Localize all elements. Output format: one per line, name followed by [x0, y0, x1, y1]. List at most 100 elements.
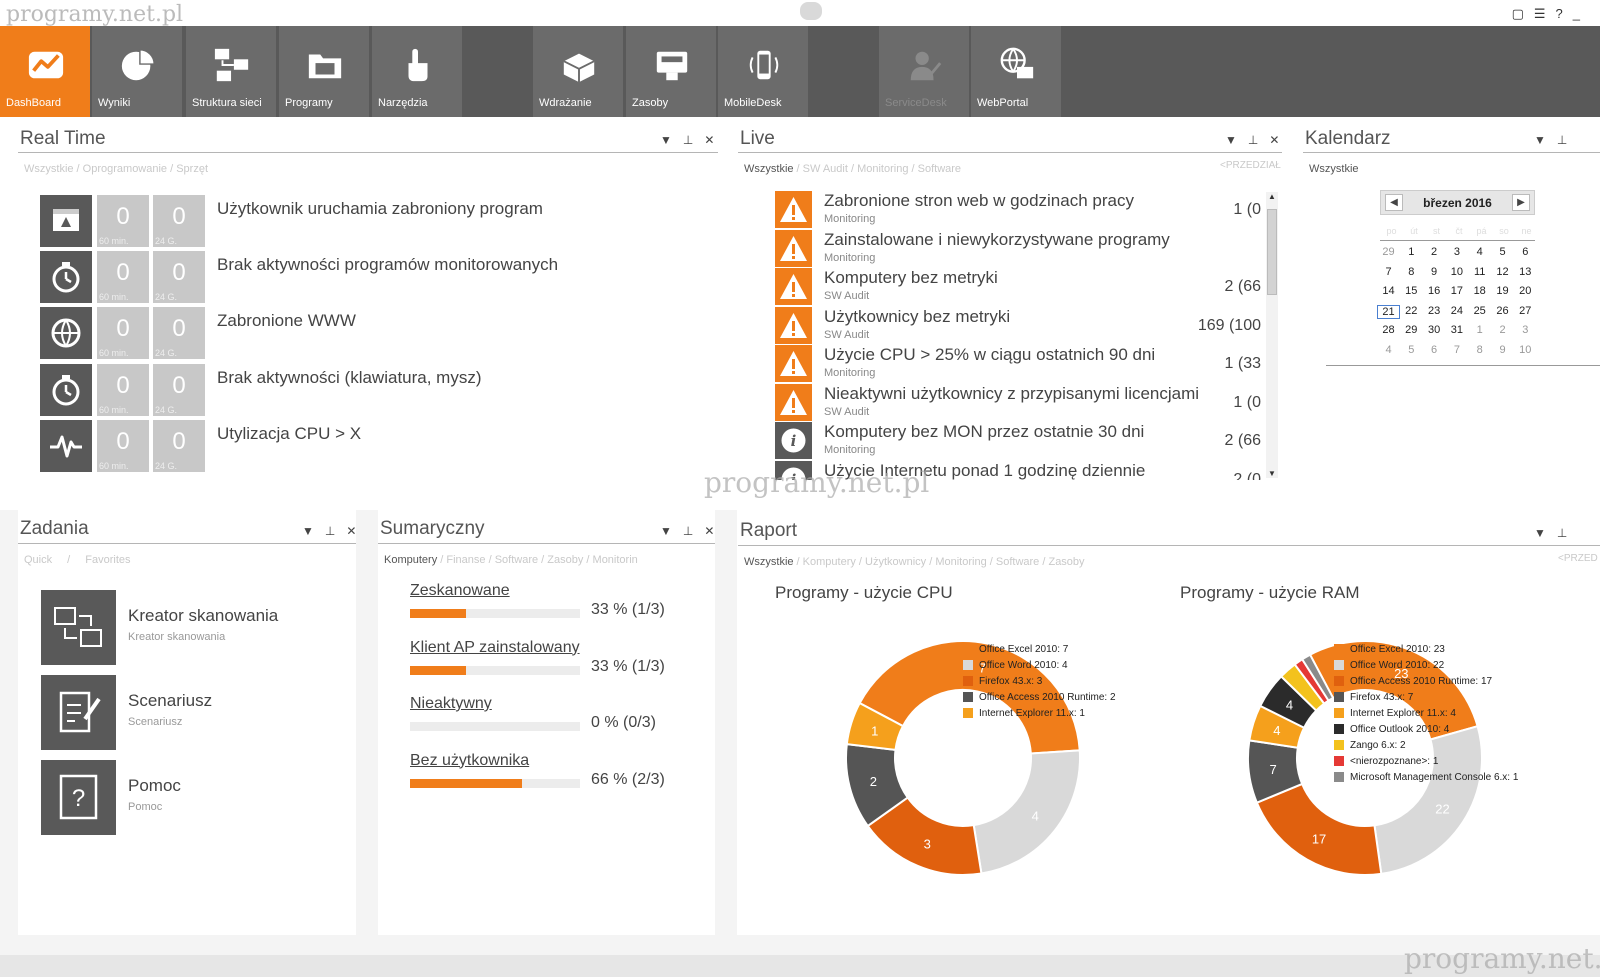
- raport-range-link[interactable]: <PRZED: [1558, 553, 1598, 564]
- task-item-help[interactable]: ? Pomoc Pomoc: [41, 760, 341, 835]
- crumb-all[interactable]: Wszystkie: [744, 556, 794, 568]
- calendar-day[interactable]: 5: [1408, 343, 1415, 356]
- calendar-day[interactable]: 6: [1431, 343, 1438, 356]
- summary-link[interactable]: Zeskanowane: [410, 582, 510, 599]
- calendar-day[interactable]: 7: [1385, 265, 1392, 278]
- calendar-day[interactable]: 29: [1382, 246, 1395, 258]
- calendar-day[interactable]: 12: [1496, 265, 1509, 278]
- crumb-finance[interactable]: Finanse: [446, 554, 486, 566]
- live-alert-row[interactable]: i Komputery bez MON przez ostatnie 30 dni…: [775, 422, 1264, 461]
- donut-slice[interactable]: [1308, 640, 1479, 741]
- toolbar-button-wdrazanie[interactable]: Wdrażanie: [533, 26, 623, 117]
- minimize-icon[interactable]: _: [1572, 6, 1580, 21]
- crumb-monitoring[interactable]: Monitoring: [935, 556, 987, 568]
- crumb-software[interactable]: Software: [995, 556, 1040, 568]
- calendar-day[interactable]: 27: [1519, 304, 1532, 317]
- calendar-day[interactable]: 8: [1408, 265, 1415, 278]
- calendar-day[interactable]: 20: [1519, 285, 1532, 297]
- calendar-day[interactable]: 19: [1496, 285, 1509, 297]
- crumb-sw-audit[interactable]: SW Audit: [802, 163, 848, 175]
- donut-slice[interactable]: [845, 701, 905, 752]
- calendar-day[interactable]: 13: [1519, 265, 1532, 278]
- crumb-all[interactable]: Wszystkie: [1309, 163, 1359, 175]
- realtime-row[interactable]: 0 60 min. 0 24 G. Użytkownik uruchamia zab…: [40, 195, 660, 247]
- calendar-today[interactable]: 21: [1377, 304, 1400, 319]
- crumb-monitoring[interactable]: Monitoring: [857, 163, 909, 175]
- chat-bubble-icon[interactable]: [800, 2, 822, 20]
- live-alert-row[interactable]: Użytkownicy bez metryki SW Audit 169 (100 …: [775, 306, 1264, 346]
- calendar-day[interactable]: 2: [1431, 246, 1438, 258]
- crumb-software[interactable]: Software: [494, 554, 539, 566]
- live-alert-row[interactable]: Komputery bez metryki SW Audit 2 (66 %): [775, 268, 1264, 307]
- calendar-day[interactable]: 2: [1499, 324, 1506, 336]
- toolbar-button-zasoby[interactable]: Zasoby: [626, 26, 716, 117]
- calendar-day[interactable]: 4: [1385, 343, 1392, 356]
- crumb-users[interactable]: Użytkownicy: [865, 556, 927, 568]
- toolbar-button-narzedzia[interactable]: Narzędzia: [372, 26, 462, 117]
- calendar-day[interactable]: 30: [1427, 324, 1441, 336]
- dropdown-arrow-icon[interactable]: ▼: [302, 524, 314, 538]
- calendar-day[interactable]: 1: [1476, 324, 1483, 336]
- calendar-day[interactable]: 11: [1473, 265, 1486, 278]
- calendar-day[interactable]: 10: [1450, 265, 1464, 278]
- prev-month-icon[interactable]: ◀: [1385, 194, 1403, 211]
- task-item-scan-wizard[interactable]: Kreator skanowania Kreator skanowania: [41, 590, 341, 665]
- calendar-day[interactable]: 7: [1453, 343, 1460, 356]
- donut-slice[interactable]: [1300, 653, 1335, 702]
- close-icon[interactable]: ✕: [704, 133, 715, 147]
- donut-slice[interactable]: [972, 749, 1081, 875]
- scroll-down-icon[interactable]: ▼: [1268, 469, 1276, 478]
- dropdown-arrow-icon[interactable]: ▼: [1225, 133, 1237, 147]
- pin-icon[interactable]: ⊥: [1247, 133, 1259, 147]
- toolbar-button-webportal[interactable]: WebPortal: [971, 26, 1061, 117]
- calendar-day[interactable]: 17: [1450, 285, 1464, 297]
- pin-icon[interactable]: ⊥: [682, 133, 694, 147]
- calendar-day[interactable]: 14: [1382, 285, 1395, 297]
- calendar-day[interactable]: 18: [1473, 285, 1486, 297]
- crumb-software[interactable]: Oprogramowanie: [82, 163, 168, 175]
- calendar-day[interactable]: 9: [1499, 343, 1506, 356]
- dropdown-arrow-icon[interactable]: ▼: [660, 524, 672, 538]
- crumb-all[interactable]: Wszystkie: [24, 163, 74, 175]
- live-alert-row[interactable]: Zabronione stron web w godzinach pracy Mo…: [775, 191, 1264, 230]
- live-alert-row[interactable]: i Użycie Internetu ponad 1 godzinę dzienn…: [775, 460, 1264, 480]
- calendar-day[interactable]: 9: [1431, 265, 1438, 278]
- crumb-favorites[interactable]: Favorites: [85, 554, 131, 566]
- calendar-day[interactable]: 24: [1450, 304, 1464, 317]
- live-alert-row[interactable]: Użycie CPU > 25% w ciągu ostatnich 90 dn…: [775, 345, 1264, 384]
- calendar-day[interactable]: 8: [1476, 343, 1483, 356]
- toolbar-button-programy[interactable]: Programy: [279, 26, 369, 117]
- calendar-day[interactable]: 6: [1522, 246, 1529, 258]
- calendar-day[interactable]: 16: [1427, 285, 1441, 297]
- pin-icon[interactable]: ⊥: [324, 524, 336, 538]
- close-icon[interactable]: ✕: [1269, 133, 1280, 147]
- realtime-row[interactable]: 0 60 min. 0 24 G. Brak aktywności (klawiat…: [40, 364, 660, 416]
- calendar-day[interactable]: 3: [1453, 246, 1460, 258]
- toolbar-button-servicedesk[interactable]: ServiceDesk: [879, 26, 969, 117]
- summary-link[interactable]: Klient AP zainstalowany: [410, 638, 580, 656]
- calendar-day[interactable]: 22: [1405, 304, 1418, 317]
- live-scrollbar[interactable]: ▲ ▼: [1266, 192, 1278, 478]
- toolbar-button-mobiledesk[interactable]: MobileDesk: [718, 26, 808, 117]
- dropdown-arrow-icon[interactable]: ▼: [1534, 526, 1546, 540]
- crumb-all[interactable]: Wszystkie: [744, 163, 794, 175]
- donut-slice[interactable]: [1255, 782, 1383, 876]
- pin-icon[interactable]: ⊥: [1556, 526, 1568, 540]
- calendar-day[interactable]: 26: [1496, 304, 1509, 317]
- crumb-resources[interactable]: Zasoby: [547, 554, 584, 566]
- toolbar-button-dashboard[interactable]: DashBoard: [0, 26, 90, 117]
- calendar-day[interactable]: 28: [1382, 324, 1395, 336]
- next-month-icon[interactable]: ▶: [1512, 194, 1530, 211]
- close-icon[interactable]: ✕: [704, 524, 715, 538]
- dropdown-arrow-icon[interactable]: ▼: [660, 133, 672, 147]
- crumb-monitoring[interactable]: Monitorin: [592, 554, 638, 566]
- realtime-row[interactable]: 0 60 min. 0 24 G. Utylizacja CPU > X: [40, 420, 660, 472]
- scrollbar-thumb[interactable]: [1267, 209, 1277, 295]
- calendar-day[interactable]: 31: [1450, 324, 1464, 336]
- crumb-computers[interactable]: Komputery: [802, 556, 856, 568]
- calendar-day[interactable]: 25: [1473, 304, 1486, 317]
- calendar-day[interactable]: 5: [1499, 246, 1506, 258]
- pin-icon[interactable]: ⊥: [682, 524, 694, 538]
- restore-icon[interactable]: ▢: [1511, 6, 1524, 21]
- close-icon[interactable]: ✕: [346, 524, 357, 538]
